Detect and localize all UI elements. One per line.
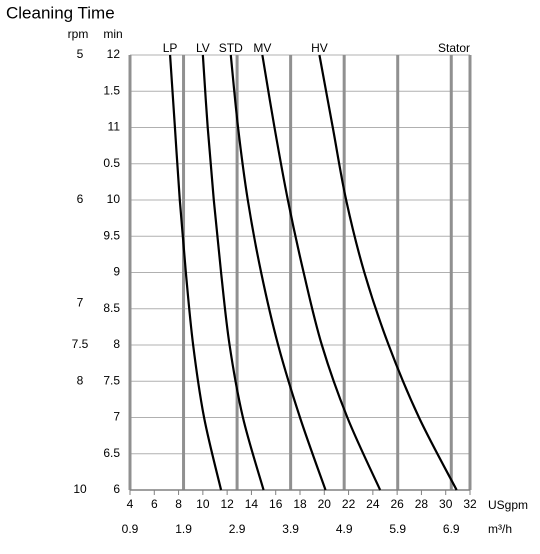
y2-tick-label: 7.5	[72, 337, 89, 351]
y2-tick-label: 8	[77, 373, 84, 387]
series-line	[168, 54, 223, 491]
x-tick-label: 16	[269, 497, 283, 511]
x-tick-label: 28	[415, 497, 429, 511]
x-tick-label: 26	[390, 497, 404, 511]
series-line	[261, 54, 382, 491]
series-label: LP	[163, 41, 178, 55]
x2-tick-label: 6.9	[443, 522, 460, 536]
x2-tick-label: 1.9	[175, 522, 192, 536]
x-tick-label: 30	[439, 497, 453, 511]
y-tick-label: 6.5	[103, 446, 120, 460]
y2-axis-title: rpm	[68, 27, 89, 41]
x2-axis-title: m³/h	[488, 522, 512, 536]
x-tick-label: 22	[342, 497, 356, 511]
series-label: LV	[196, 41, 210, 55]
x-tick-label: 12	[220, 497, 234, 511]
y-tick-label: 1.5	[103, 83, 120, 97]
series-label: STD	[219, 41, 243, 55]
x-tick-label: 32	[463, 497, 477, 511]
annotation: Stator	[438, 41, 470, 55]
x2-tick-label: 2.9	[229, 522, 246, 536]
x-axis-title: USgpm	[488, 498, 528, 512]
series-label: HV	[311, 41, 328, 55]
series-line	[318, 54, 458, 491]
x-tick-label: 14	[245, 497, 259, 511]
y-tick-label: 10	[107, 192, 121, 206]
x-tick-label: 18	[293, 497, 307, 511]
y-tick-label: 8	[113, 337, 120, 351]
x-tick-label: 8	[175, 497, 182, 511]
x-tick-label: 6	[151, 497, 158, 511]
x2-tick-label: 0.9	[122, 522, 139, 536]
y-tick-label: 12	[107, 47, 121, 61]
y-tick-label: 9.5	[103, 228, 120, 242]
series-line	[201, 54, 265, 491]
x2-tick-label: 5.9	[389, 522, 406, 536]
chart-title: Cleaning Time	[6, 3, 115, 22]
y-tick-label: 8.5	[103, 301, 120, 315]
series-line	[229, 54, 327, 491]
y2-tick-label: 7	[77, 296, 84, 310]
y-tick-label: 11	[108, 120, 121, 134]
y-tick-label: 6	[113, 482, 120, 496]
y2-tick-label: 6	[77, 192, 84, 206]
y-tick-label: 0.5	[103, 156, 120, 170]
y2-tick-label: 5	[77, 47, 84, 61]
x-tick-label: 24	[366, 497, 380, 511]
y-axis-title: min	[103, 27, 122, 41]
x-tick-label: 4	[127, 497, 134, 511]
x-tick-label: 10	[196, 497, 210, 511]
x-tick-label: 20	[318, 497, 332, 511]
y2-tick-label: 10	[73, 482, 87, 496]
x2-tick-label: 4.9	[336, 522, 353, 536]
y-tick-label: 7	[113, 410, 120, 424]
series-label: MV	[253, 41, 271, 55]
y-tick-label: 7.5	[103, 373, 120, 387]
y-tick-label: 9	[113, 265, 120, 279]
x2-tick-label: 3.9	[282, 522, 299, 536]
